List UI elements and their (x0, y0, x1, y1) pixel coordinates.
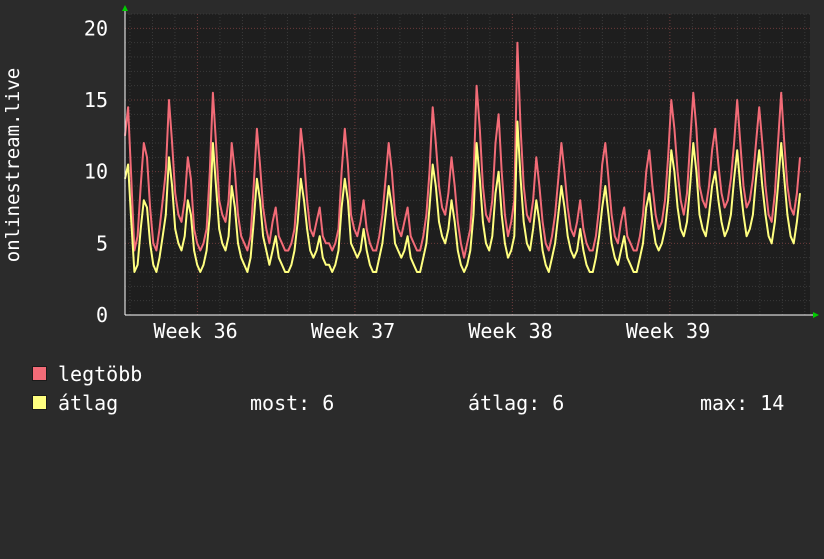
stat-now-value: 6 (322, 391, 335, 415)
stat-now: most: 6 (250, 391, 334, 415)
y-tick-label: 15 (84, 88, 108, 112)
y-tick-label: 10 (84, 160, 108, 184)
stat-max-value: 14 (760, 391, 785, 415)
series-line-avg (124, 120, 801, 273)
line-chart: 0 5 10 15 20 Week 36 Week 37 Week 38 Week 39 onli… (2, 5, 819, 343)
series-line-max (124, 41, 801, 259)
x-tick-label: Week 38 (468, 319, 552, 343)
stat-avg: átlag: 6 (468, 391, 564, 415)
x-tick-label: Week 36 (153, 319, 237, 343)
legend-row-max: legtöbb (0, 362, 824, 386)
legend-label-avg: átlag (58, 391, 119, 415)
x-tick-label: Week 37 (311, 319, 395, 343)
y-tick-label: 20 (84, 16, 108, 40)
stat-max: max: 14 (700, 391, 784, 415)
y-tick-label: 5 (96, 231, 108, 255)
stat-avg-label: átlag: (468, 391, 541, 415)
legend-swatch-max (32, 366, 47, 381)
x-axis-arrow (813, 312, 819, 318)
graph-panel: 0 5 10 15 20 Week 36 Week 37 Week 38 Week 39 onli… (0, 5, 824, 415)
stat-avg-value: 6 (552, 391, 565, 415)
legend-swatch-avg (32, 395, 47, 410)
x-tick-label: Week 39 (626, 319, 710, 343)
stat-max-label: max: (700, 391, 749, 415)
legend-row-avg: átlag most: 6 átlag: 6 max: 14 (0, 391, 824, 415)
legend-label-max: legtöbb (58, 362, 143, 386)
stat-now-label: most: (250, 391, 311, 415)
y-tick-label: 0 (96, 303, 108, 327)
y-axis-arrow (122, 5, 128, 11)
y-axis-label: onlinestream.live (2, 68, 24, 262)
